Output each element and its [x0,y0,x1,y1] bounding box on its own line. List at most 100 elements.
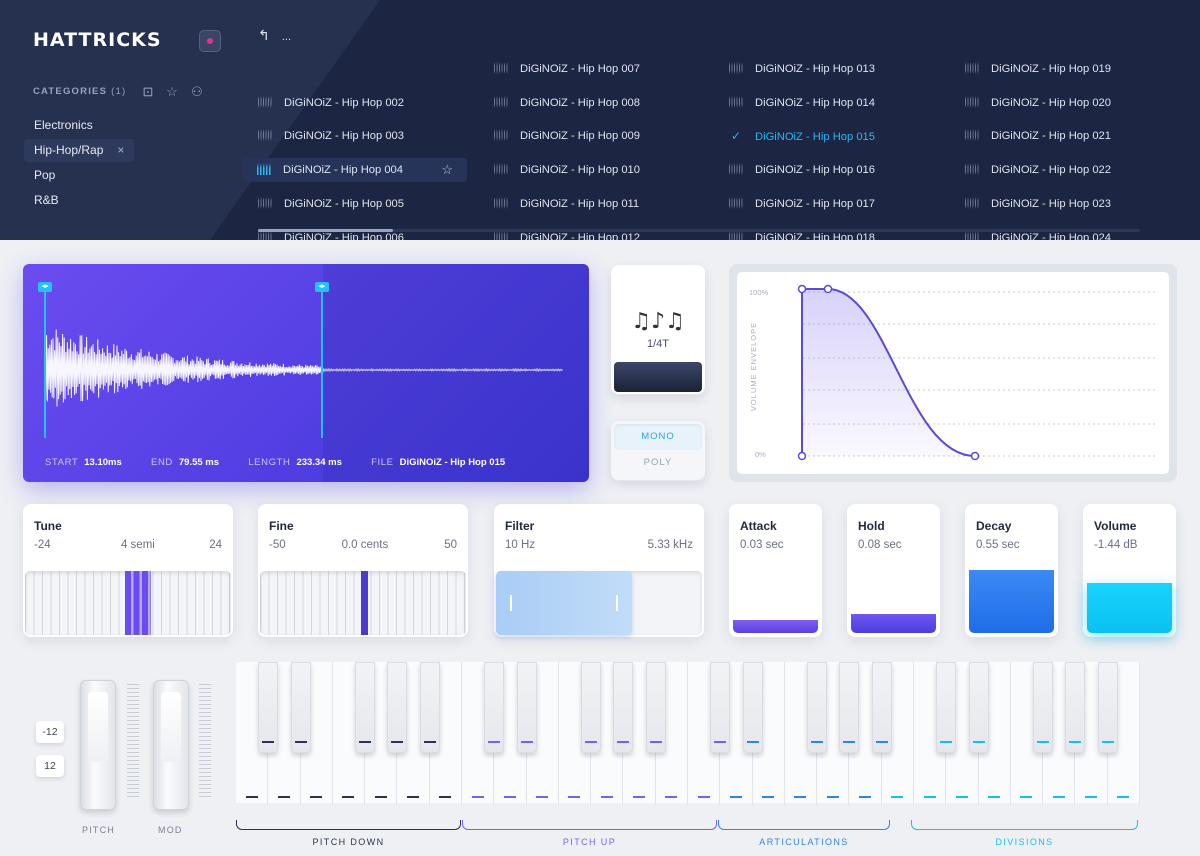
track-item[interactable]: DiGiNOiZ - Hip Hop 016 [729,158,875,182]
track-item[interactable]: DiGiNOiZ - Hip Hop 023 [965,192,1111,216]
start-handle[interactable]: ◂▸ [38,282,52,292]
black-key[interactable] [936,662,957,753]
category-electronics[interactable]: Electronics [34,118,93,132]
waveform-icon [965,230,979,240]
black-key[interactable] [871,662,892,753]
piano-keyboard[interactable] [236,662,1140,806]
track-item[interactable]: DiGiNOiZ - Hip Hop 009 [494,124,640,148]
volume-control[interactable]: Volume -1.44 dB [1083,504,1176,637]
record-button[interactable] [199,30,221,52]
track-item[interactable]: DiGiNOiZ - Hip Hop 018 [729,226,875,240]
add-user-icon[interactable]: ⚇ [191,84,203,99]
black-key[interactable] [258,662,279,753]
folder-up[interactable]: ↰... [258,27,292,43]
logo: HATTRICKS [33,29,162,51]
black-key[interactable] [484,662,505,753]
track-item[interactable]: DiGiNOiZ - Hip Hop 002 [258,91,404,115]
black-key[interactable] [1033,662,1054,753]
black-key[interactable] [742,662,763,753]
tune-control[interactable]: Tune -24 4 semi 24 [23,504,233,637]
end-handle[interactable]: ◂▸ [315,282,329,292]
track-item[interactable]: DiGiNOiZ - Hip Hop 017 [729,192,875,216]
category-hip-hop-rap[interactable]: Hip-Hop/Rap × [24,139,135,162]
track-item[interactable]: DiGiNOiZ - Hip Hop 007 [494,57,640,81]
track-item[interactable]: DiGiNOiZ - Hip Hop 014 [729,91,875,115]
mono-button[interactable]: MONO [614,424,702,450]
track-item[interactable]: DiGiNOiZ - Hip Hop 020 [965,91,1111,115]
mod-wheel[interactable] [153,680,189,810]
black-key[interactable] [613,662,634,753]
pitch-scale [127,684,139,800]
hold-fader[interactable] [851,614,936,633]
track-item[interactable]: DiGiNOiZ - Hip Hop 005 [258,192,404,216]
track-item[interactable]: DiGiNOiZ - Hip Hop 011 [494,192,639,216]
fine-slider[interactable] [260,571,466,635]
fine-control[interactable]: Fine -50 0.0 cents 50 [258,504,468,637]
hold-control[interactable]: Hold 0.08 sec [847,504,940,637]
category-rnb[interactable]: R&B [34,193,59,207]
track-item[interactable]: DiGiNOiZ - Hip Hop 003 [258,124,404,148]
black-key[interactable] [1065,662,1086,753]
decay-fader[interactable] [969,570,1054,633]
envelope-graph[interactable] [737,272,1169,474]
black-key[interactable] [645,662,666,753]
track-item[interactable]: DiGiNOiZ - Hip Hop 021 [965,124,1111,148]
waveform-icon [965,95,979,108]
scrollbar[interactable] [258,229,1140,232]
waveform-icon [729,230,743,240]
track-item[interactable]: DiGiNOiZ - Hip Hop 010 [494,158,640,182]
black-key[interactable] [581,662,602,753]
track-item[interactable]: DiGiNOiZ - Hip Hop 013 [729,57,875,81]
black-key[interactable] [1097,662,1118,753]
waveform-icon [729,62,743,74]
waveform-icon [965,196,979,209]
black-key[interactable] [387,662,408,753]
track-item[interactable]: DiGiNOiZ - Hip Hop 012 [494,226,640,240]
track-item[interactable]: DiGiNOiZ - Hip Hop 008 [494,91,640,115]
attack-fader[interactable] [733,620,818,633]
black-key[interactable] [839,662,860,753]
remove-icon[interactable]: × [117,143,125,157]
volume-fader[interactable] [1087,583,1172,633]
tune-indicator [125,571,151,635]
black-key[interactable] [516,662,537,753]
track-item[interactable]: DiGiNOiZ - Hip Hop 004 ☆ [243,158,467,183]
octave-up-button[interactable]: 12 [36,755,64,777]
star-icon[interactable]: ☆ [166,84,178,99]
waveform-icon [729,196,743,209]
length-value: 233.34 ms [296,457,342,468]
file-value: DiGiNOiZ - Hip Hop 015 [399,457,506,468]
attack-control[interactable]: Attack 0.03 sec [729,504,822,637]
category-pop[interactable]: Pop [34,168,56,182]
black-key[interactable] [419,662,440,753]
black-key[interactable] [807,662,828,753]
filter-slider[interactable] [496,571,632,635]
waveform-icon [494,129,508,142]
waveform-icon [258,230,272,240]
browser-panel: HATTRICKS CATEGORIES (1) ⊡ ☆ ⚇ Electronic… [0,0,1200,240]
check-icon: ✓ [730,129,742,144]
waveform-icon [494,163,508,176]
tune-slider[interactable] [25,571,231,635]
mod-label: MOD [158,825,183,835]
grid-icon[interactable]: ⊡ [142,84,154,99]
track-item[interactable]: DiGiNOiZ - Hip Hop 022 [965,158,1111,182]
octave-down-button[interactable]: -12 [36,721,64,743]
black-key[interactable] [355,662,376,753]
waveform-icon [965,129,979,142]
decay-control[interactable]: Decay 0.55 sec [965,504,1058,637]
envelope-top-label: 100% [749,288,769,297]
poly-button[interactable]: POLY [643,457,673,468]
favorite-star-icon[interactable]: ☆ [441,162,453,178]
note-division-button[interactable]: ♫♪♫ 1/4T [611,265,705,395]
black-key[interactable] [710,662,731,753]
black-key[interactable] [968,662,989,753]
filter-control[interactable]: Filter 10 Hz 5.33 kHz [494,504,704,637]
pitch-wheel[interactable] [80,680,116,810]
track-item[interactable]: ✓ DiGiNOiZ - Hip Hop 015 [729,124,875,148]
black-key[interactable] [290,662,311,753]
track-item[interactable]: DiGiNOiZ - Hip Hop 019 [965,57,1111,81]
track-item[interactable]: DiGiNOiZ - Hip Hop 006 [258,226,404,240]
track-item[interactable]: DiGiNOiZ - Hip Hop 024 [965,226,1111,240]
waveform-editor[interactable]: ◂▸ ◂▸ START 13.10ms END 79.55 ms LENGTH 233… [23,264,589,482]
